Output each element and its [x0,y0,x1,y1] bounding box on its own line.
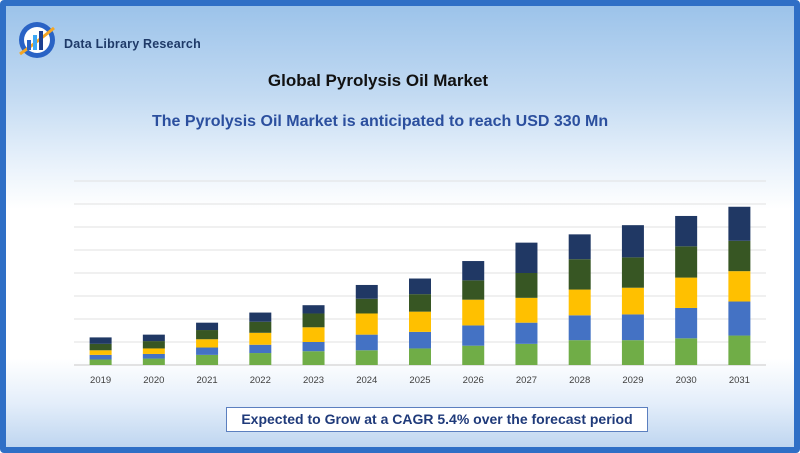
bar-segment [142,341,165,349]
bar-segment [568,234,591,260]
bar-segment [302,313,325,328]
bar-segment [355,350,378,365]
bar-segment [302,342,325,352]
x-tick-label: 2028 [569,375,590,386]
bar-segment [196,330,219,340]
bar-segment [249,353,272,365]
bar-segment [728,206,751,241]
bar-segment [728,335,751,365]
bar-segment [302,351,325,365]
stacked-bar-chart: 2019 2020 2021 2022 2023 2024 2025 2026 2027 2028… [74,180,766,386]
bar-segment [142,358,165,365]
bar-segment [249,332,272,345]
bar-segment [142,348,165,354]
bar-segment [515,343,538,365]
bar-segment [462,280,485,300]
bar-segment [515,242,538,273]
bar-segment [728,301,751,336]
x-tick-label: 2025 [409,375,430,386]
logo-icon [19,22,55,58]
bar-segment [621,340,644,365]
bar-segment [675,277,698,308]
bar-segment [621,225,644,258]
x-tick-label: 2021 [197,375,218,386]
bar-segment [675,246,698,278]
bar-segment [409,348,431,365]
bar-segment [728,240,751,272]
bar-segment [409,311,431,332]
bar-segment [89,354,112,360]
bar-segment [568,289,591,316]
bar-segment [568,315,591,341]
x-tick-label: 2023 [303,375,324,386]
bar-segment [621,287,644,315]
x-tick-label: 2022 [250,375,271,386]
bar-segment [302,327,325,342]
bar-segment [675,338,698,365]
bar-segment [89,359,112,365]
bar-segment [675,307,698,339]
bar-segment [196,322,219,331]
bar-segment [355,334,378,351]
bar-segment [568,259,591,290]
brand-name: Data Library Research [64,37,201,51]
bar-segment [89,343,112,351]
x-tick-label: 2020 [143,375,164,386]
bar-segment [462,325,485,346]
bar-segment [462,345,485,365]
bar-segment [142,353,165,359]
bar-segment [568,340,591,365]
x-tick-label: 2029 [622,375,643,386]
bar-segment [142,334,165,342]
bar-segment [249,312,272,322]
x-tick-label: 2027 [516,375,537,386]
x-tick-label: 2026 [463,375,484,386]
cagr-callout: Expected to Grow at a CAGR 5.4% over the… [226,407,648,432]
bar-segment [196,347,219,355]
x-tick-label: 2019 [90,375,111,386]
bar-segment [728,271,751,302]
bar-segment [621,257,644,288]
x-tick-label: 2031 [729,375,750,386]
bar-segment [675,215,698,247]
bar-segment [462,299,485,326]
chart-subtitle: The Pyrolysis Oil Market is anticipated … [152,113,609,130]
bar-segment [196,354,219,365]
bar-segment [89,350,112,355]
bar-segment [515,297,538,323]
chart-title: Global Pyrolysis Oil Market [267,71,489,90]
bar-segment [515,322,538,344]
bar-segment [89,337,112,344]
bar-segment [355,284,378,299]
bar-segment [355,298,378,314]
bar-segment [515,273,538,298]
bar-segment [196,339,219,348]
bar-segment [409,294,431,312]
bar-segment [355,313,378,335]
bar-segment [249,344,272,354]
bar-segment [409,278,431,295]
x-tick-label: 2030 [676,375,697,386]
bar-segment [249,321,272,333]
x-tick-label: 2024 [356,375,377,386]
bar-segment [302,305,325,314]
bar-segment [462,261,485,281]
bar-segment [621,314,644,341]
bar-segment [409,331,431,349]
